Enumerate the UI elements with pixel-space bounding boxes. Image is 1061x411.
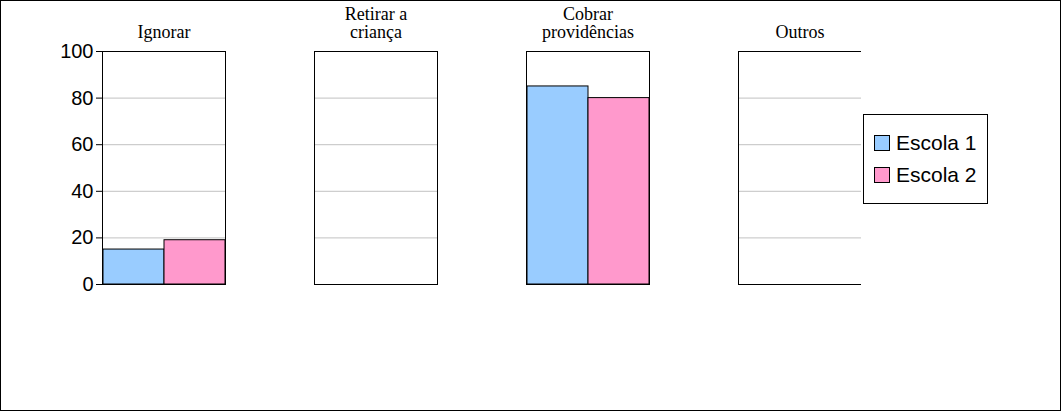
svg-text:Cobrarprovidências: Cobrarprovidências: [542, 4, 634, 42]
svg-text:40: 40: [71, 180, 93, 202]
svg-text:Retirar acriança: Retirar acriança: [345, 4, 407, 42]
svg-text:0: 0: [82, 273, 93, 295]
svg-text:20: 20: [71, 226, 93, 248]
svg-text:Ignorar: Ignorar: [138, 22, 191, 42]
svg-text:100: 100: [60, 40, 93, 62]
html-text:Escola 2: Escola 2: [896, 163, 977, 186]
html-text:Escola 1: Escola 1: [896, 131, 977, 154]
svg-text:80: 80: [71, 87, 93, 109]
svg-text:Outros: Outros: [776, 22, 825, 42]
svg-text:60: 60: [71, 133, 93, 155]
